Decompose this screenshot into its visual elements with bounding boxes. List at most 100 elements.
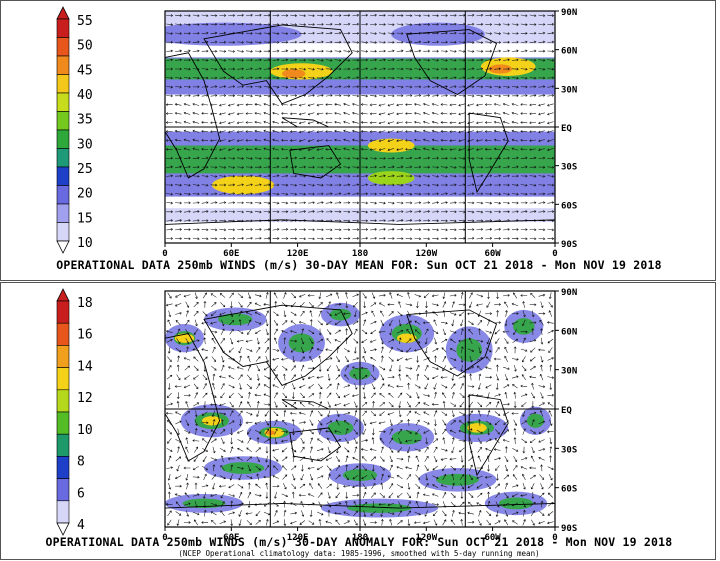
wind-arrow (282, 365, 288, 371)
wind-arrow (336, 446, 339, 454)
wind-arrow (538, 94, 546, 97)
wind-arrow (334, 103, 342, 106)
wind-arrow (245, 157, 253, 160)
wind-arrow (440, 121, 448, 124)
wind-arrow (316, 466, 324, 471)
wind-arrow (389, 455, 393, 463)
wind-arrow (405, 138, 412, 142)
wind-arrow (299, 31, 307, 35)
wind-arrow (219, 76, 227, 80)
wind-arrow (521, 365, 527, 372)
wind-arrow (219, 103, 226, 107)
wind-arrow (423, 14, 431, 18)
wind-arrow (291, 491, 295, 499)
wind-arrow (245, 130, 253, 133)
wind-arrow (432, 465, 438, 471)
wind-arrow (503, 183, 510, 187)
wind-arrow (264, 428, 269, 435)
wind-arrow (389, 319, 393, 327)
wind-arrow (440, 201, 448, 204)
wind-arrow (167, 429, 172, 435)
wind-arrow (299, 165, 307, 169)
wind-arrow (273, 374, 278, 381)
wind-arrow (504, 510, 509, 517)
wind-arrow (459, 465, 465, 471)
wind-arrow (247, 482, 251, 490)
wind-arrow (192, 76, 200, 80)
wind-arrow (405, 130, 412, 133)
wind-arrow (318, 328, 322, 336)
wind-arrow (387, 67, 395, 71)
wind-arrow (396, 183, 404, 187)
wind-arrow (237, 13, 244, 17)
landmass (165, 219, 555, 243)
wind-arrow (467, 41, 475, 44)
wind-arrow (547, 112, 554, 116)
wind-arrow (317, 438, 323, 443)
wind-arrow (309, 410, 314, 417)
wind-arrow (396, 237, 404, 240)
wind-arrow (308, 85, 315, 89)
wind-arrow (352, 41, 360, 44)
wind-arrow (440, 76, 448, 80)
wind-arrow (292, 428, 295, 436)
wind-arrow (228, 494, 236, 497)
wind-arrow (316, 103, 324, 107)
wind-arrow (414, 294, 422, 298)
wind-arrow (185, 510, 189, 517)
wind-arrow (387, 384, 395, 388)
wind-arrow (272, 76, 280, 80)
wind-arrow (175, 210, 182, 214)
wind-arrow (423, 85, 431, 89)
wind-arrow (299, 483, 306, 489)
wind-arrow (192, 85, 200, 89)
wind-arrow (300, 310, 305, 317)
wind-arrow (424, 337, 428, 345)
wind-arrow (353, 338, 359, 344)
wind-arrow (450, 383, 456, 389)
wind-arrow (538, 23, 546, 26)
wind-arrow (237, 447, 244, 452)
wind-arrow (272, 201, 280, 205)
wind-arrow (450, 465, 456, 471)
wind-arrow (273, 320, 278, 326)
wind-arrow (485, 438, 492, 443)
wind-arrow (272, 102, 279, 106)
wind-arrow (307, 139, 315, 143)
wind-arrow (529, 49, 537, 53)
anomaly-caption: OPERATIONAL DATA 250mb WINDS (m/s) 30-DA… (45, 535, 673, 549)
wind-arrow (503, 201, 510, 205)
wind-arrow (238, 401, 243, 408)
wind-arrow (520, 121, 528, 124)
wind-arrow (381, 346, 384, 354)
wind-arrow (529, 201, 537, 205)
wind-arrow (407, 291, 410, 299)
wind-arrow (458, 112, 466, 116)
wind-arrow (415, 474, 421, 480)
wind-arrow (511, 120, 519, 124)
wind-arrow (414, 511, 421, 516)
wind-arrow (378, 67, 386, 71)
wind-arrow (201, 156, 209, 160)
wind-arrow (370, 357, 377, 361)
wind-vectors (165, 13, 555, 241)
wind-arrow (484, 103, 492, 107)
wind-arrow (432, 22, 439, 26)
wind-arrow (309, 437, 314, 444)
colorbar-segment (56, 74, 70, 94)
wind-arrow (317, 483, 323, 489)
wind-arrow (292, 474, 296, 481)
wind-arrow (476, 148, 483, 151)
wind-arrow (485, 94, 493, 98)
wind-arrow (362, 419, 367, 427)
wind-arrow (547, 210, 555, 214)
wind-arrow (192, 14, 200, 18)
wind-arrow (505, 310, 508, 317)
wind-arrow (369, 112, 377, 116)
wind-arrow (378, 421, 386, 425)
wind-arrow (219, 49, 227, 53)
wind-arrow (272, 448, 279, 452)
wind-arrow (316, 112, 324, 116)
wind-arrow (298, 130, 306, 134)
